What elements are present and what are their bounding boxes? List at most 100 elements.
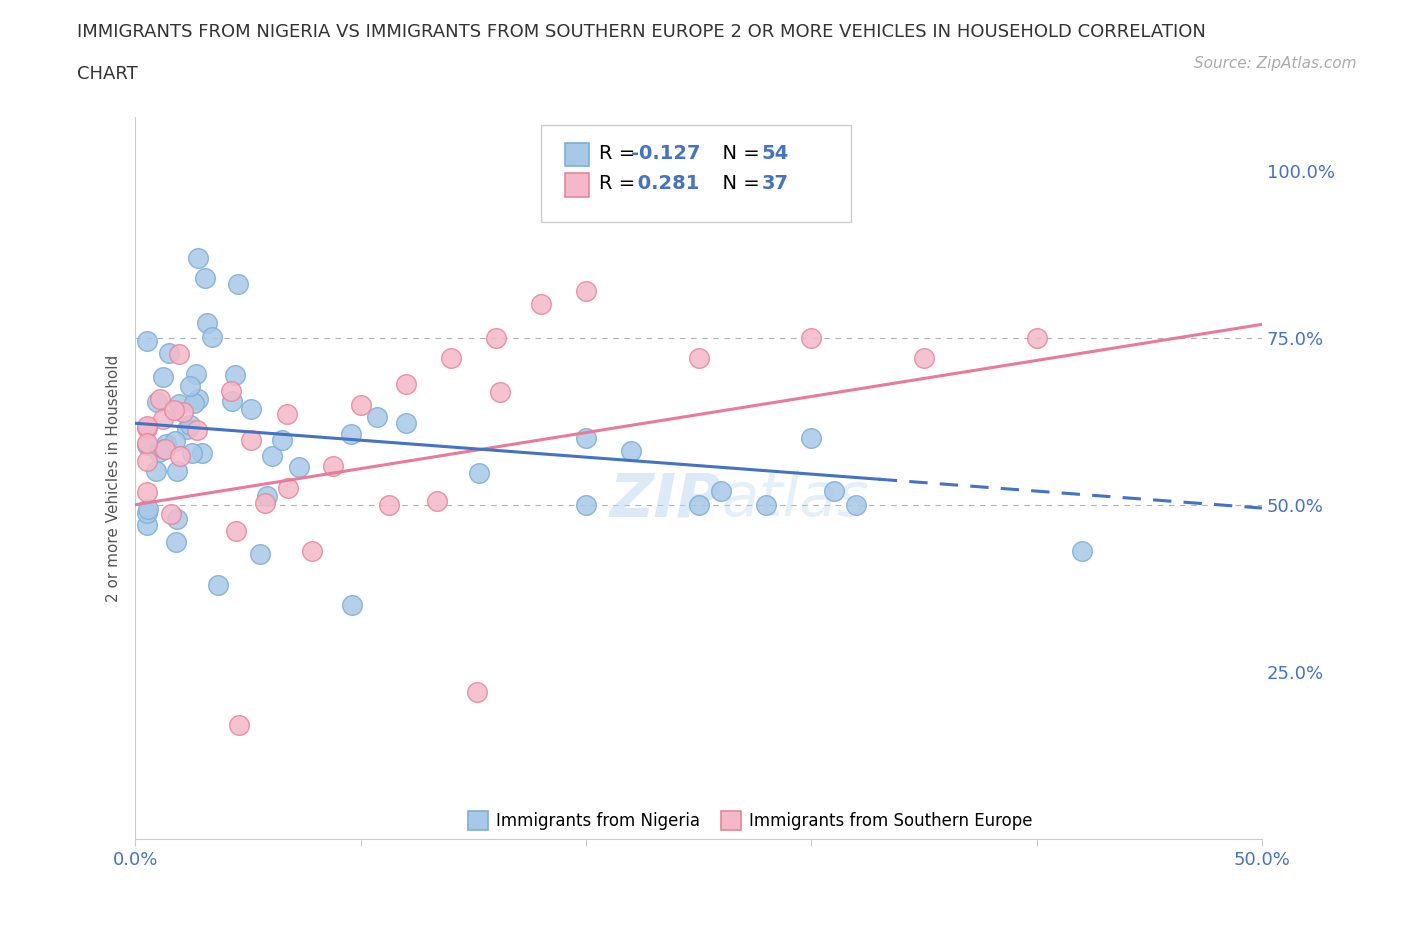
Point <box>166 464 188 479</box>
Y-axis label: 2 or more Vehicles in Household: 2 or more Vehicles in Household <box>107 354 121 602</box>
Point <box>135 334 157 349</box>
Point <box>167 347 190 362</box>
Point <box>755 498 778 512</box>
Text: CHART: CHART <box>77 65 138 83</box>
Point <box>146 394 169 409</box>
Point <box>165 534 187 549</box>
Point <box>194 271 217 286</box>
Point <box>135 454 157 469</box>
Point <box>301 544 323 559</box>
Text: IMMIGRANTS FROM NIGERIA VS IMMIGRANTS FROM SOUTHERN EUROPE 2 OR MORE VEHICLES IN: IMMIGRANTS FROM NIGERIA VS IMMIGRANTS FR… <box>77 23 1206 41</box>
Point <box>221 393 243 408</box>
Point <box>225 524 247 538</box>
Point <box>187 250 209 265</box>
Point <box>153 442 176 457</box>
Point <box>254 496 277 511</box>
Text: Immigrants from Southern Europe: Immigrants from Southern Europe <box>749 812 1033 830</box>
Point <box>322 458 344 473</box>
Point <box>172 405 194 419</box>
Point <box>276 407 298 422</box>
Point <box>136 501 159 516</box>
Point <box>288 459 311 474</box>
Text: R =: R = <box>599 174 643 193</box>
FancyBboxPatch shape <box>565 142 589 166</box>
Point <box>228 718 250 733</box>
Point <box>169 448 191 463</box>
Point <box>184 366 207 381</box>
Point <box>688 498 710 512</box>
Point <box>575 284 598 299</box>
Point <box>201 329 224 344</box>
Point <box>148 445 170 459</box>
Point <box>260 448 283 463</box>
Point <box>485 330 508 345</box>
Point <box>277 481 299 496</box>
Point <box>575 431 598 445</box>
Point <box>426 493 449 508</box>
Point <box>710 484 733 498</box>
Point <box>377 498 399 512</box>
Text: 37: 37 <box>762 174 789 193</box>
Point <box>349 397 371 412</box>
Text: atlas: atlas <box>721 471 869 529</box>
Point <box>440 351 463 365</box>
Point <box>183 395 205 410</box>
Point <box>152 412 174 427</box>
Point <box>240 402 263 417</box>
Point <box>166 512 188 527</box>
Point <box>181 446 204 461</box>
Point <box>467 684 489 699</box>
Text: N =: N = <box>710 174 766 193</box>
Point <box>1025 330 1047 345</box>
Point <box>135 421 157 436</box>
Point <box>135 518 157 533</box>
Point <box>187 392 209 406</box>
Point <box>135 438 157 453</box>
Point <box>530 297 553 312</box>
Point <box>167 397 190 412</box>
Point <box>157 346 180 361</box>
Text: Source: ZipAtlas.com: Source: ZipAtlas.com <box>1194 56 1357 71</box>
Point <box>149 392 172 406</box>
Point <box>135 505 157 520</box>
Point <box>195 315 218 330</box>
Point <box>186 422 208 437</box>
Point <box>271 433 294 448</box>
Point <box>226 277 249 292</box>
Point <box>489 384 512 399</box>
Point <box>224 367 246 382</box>
FancyBboxPatch shape <box>721 811 741 830</box>
Point <box>135 485 157 499</box>
Point <box>1070 544 1092 559</box>
FancyBboxPatch shape <box>565 173 589 196</box>
Text: 54: 54 <box>762 144 789 163</box>
Point <box>800 431 823 445</box>
FancyBboxPatch shape <box>468 811 488 830</box>
Point <box>845 498 868 512</box>
Point <box>219 384 242 399</box>
Text: Immigrants from Nigeria: Immigrants from Nigeria <box>496 812 700 830</box>
Point <box>688 351 710 365</box>
Text: 0.281: 0.281 <box>631 174 699 193</box>
Point <box>160 506 183 521</box>
Point <box>395 377 418 392</box>
Point <box>366 409 388 424</box>
Point <box>163 433 186 448</box>
Point <box>145 463 167 478</box>
Point <box>176 422 198 437</box>
Text: -0.127: -0.127 <box>631 144 700 163</box>
Point <box>468 466 491 481</box>
Point <box>823 484 845 498</box>
Point <box>179 379 201 393</box>
Point <box>239 432 262 447</box>
Point <box>912 351 935 365</box>
Point <box>249 546 271 561</box>
Point <box>152 369 174 384</box>
Text: N =: N = <box>710 144 766 163</box>
Point <box>135 436 157 451</box>
Point <box>620 444 643 458</box>
Point <box>340 426 363 441</box>
Point <box>179 418 201 432</box>
Point <box>163 403 186 418</box>
Point <box>800 330 823 345</box>
